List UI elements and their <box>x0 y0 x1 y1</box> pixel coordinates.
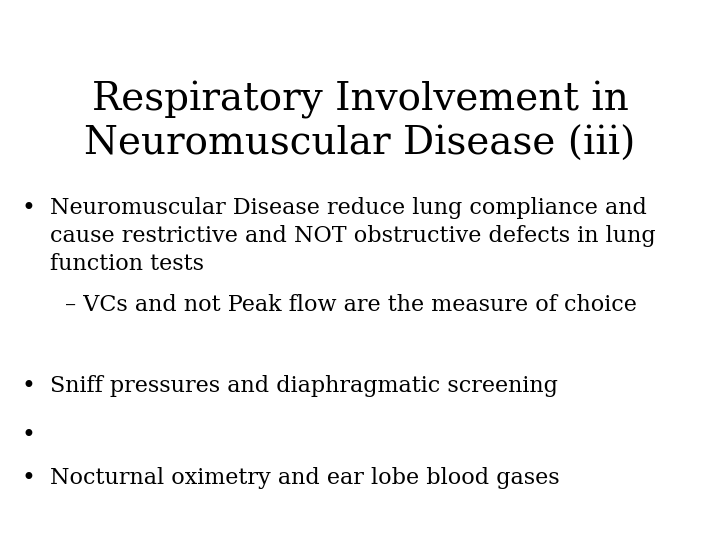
Text: Sniff pressures and diaphragmatic screening: Sniff pressures and diaphragmatic screen… <box>50 375 558 397</box>
Text: Respiratory Involvement in
Neuromuscular Disease (iii): Respiratory Involvement in Neuromuscular… <box>84 81 636 163</box>
Text: Neuromuscular Disease reduce lung compliance and
cause restrictive and NOT obstr: Neuromuscular Disease reduce lung compli… <box>50 197 656 275</box>
Text: •: • <box>22 197 36 220</box>
Text: •: • <box>22 424 36 447</box>
Text: – VCs and not Peak flow are the measure of choice: – VCs and not Peak flow are the measure … <box>65 294 636 316</box>
Text: •: • <box>22 375 36 399</box>
Text: •: • <box>22 467 36 490</box>
Text: Nocturnal oximetry and ear lobe blood gases: Nocturnal oximetry and ear lobe blood ga… <box>50 467 560 489</box>
